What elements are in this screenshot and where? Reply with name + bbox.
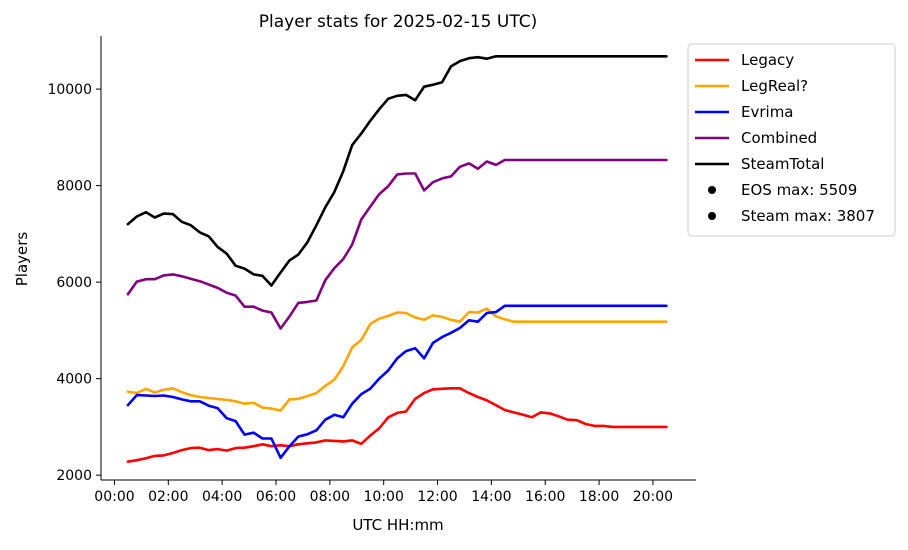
series-group [126,55,668,463]
legend-label: Steam max: 3807 [741,207,875,225]
series-line-legacy [126,387,668,463]
y-tick-label: 6000 [56,275,92,291]
y-tick-label: 4000 [56,372,92,388]
legend-label: SteamTotal [741,155,824,173]
x-tick-label: 02:00 [148,489,188,505]
x-tick-label: 14:00 [471,489,511,505]
x-tick-label: 16:00 [525,489,565,505]
x-tick-label: 08:00 [310,489,350,505]
x-tick-label: 18:00 [579,489,619,505]
x-tick-label: 04:00 [202,489,242,505]
y-axis-label: Players [13,232,31,287]
legend-label: Evrima [741,103,794,121]
legend-frame [687,43,896,237]
series-line-steamtotal [126,55,668,287]
axes: 00:00 02:00 04:00 06:00 08:00 10:00 12:00 14:00… [47,36,696,505]
y-tick-label: 8000 [56,179,92,195]
legend-label: Legacy [741,51,794,69]
x-tick-label: 00:00 [94,489,134,505]
x-tick-label: 20:00 [633,489,673,505]
legend: Legacy LegReal? Evrima Combined SteamTotal EO… [687,43,896,237]
legend-marker [708,212,716,220]
x-tick-label: 12:00 [417,489,457,505]
x-tick-label: 10:00 [364,489,404,505]
chart-title: Player stats for 2025-02-15 UTC) [259,12,537,32]
series-line-legreal [126,307,668,412]
y-tick-label: 2000 [56,468,92,484]
legend-label: EOS max: 5509 [741,181,857,199]
legend-label: LegReal? [741,77,808,95]
y-tick-label: 10000 [47,82,92,98]
legend-label: Combined [741,129,817,147]
x-tick-label: 06:00 [256,489,296,505]
x-axis-label: UTC HH:mm [352,516,443,534]
legend-marker [708,186,716,194]
series-line-evrima [126,304,668,460]
series-line-combined [126,158,668,330]
